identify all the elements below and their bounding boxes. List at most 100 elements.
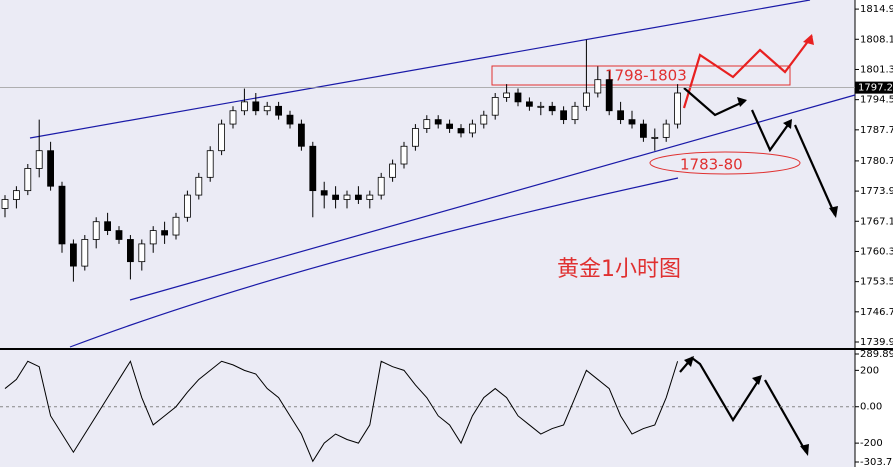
y-tick-label: 1760.30 (860, 246, 893, 257)
candle-body (297, 123, 305, 147)
y-tick-label: 1814.90 (860, 4, 893, 15)
y-tick-label: 1773.90 (860, 186, 893, 197)
candle-body (286, 114, 294, 125)
y-tick-label: 1787.70 (860, 125, 893, 136)
candle-body (411, 128, 419, 147)
bearish-path-1 (683, 87, 746, 117)
chart-title: 黄金1小时图 (557, 257, 681, 282)
osc-path-2 (764, 379, 807, 453)
candle-body (514, 92, 522, 103)
support-ellipse (649, 151, 801, 175)
candle-body (218, 123, 226, 152)
candle-body (81, 239, 89, 267)
candle-body (47, 150, 54, 187)
arrow-head (803, 34, 814, 45)
candle-body (594, 79, 602, 94)
candle-body (320, 190, 328, 196)
candle-body (206, 150, 214, 178)
candle-body (195, 176, 203, 196)
candle-body (332, 194, 340, 200)
y-tick-label: -200 (860, 438, 883, 449)
candle-body (605, 79, 613, 112)
oscillator-panel (0, 350, 855, 467)
candle-body (35, 150, 43, 169)
y-tick-label: 1746.70 (860, 307, 893, 318)
candle-body (400, 145, 408, 165)
candle-body (537, 105, 545, 108)
candle-body (662, 123, 670, 138)
candle-body (526, 101, 533, 107)
bullish-path (682, 35, 813, 109)
candle-body (548, 105, 556, 112)
candle-body (457, 128, 465, 134)
arrow-head (829, 206, 838, 218)
axis-area (855, 0, 893, 467)
candle-body (423, 119, 431, 129)
arrow-head (800, 444, 809, 456)
candle-body (617, 110, 624, 121)
candle-body (377, 176, 385, 196)
arrow-head (684, 356, 694, 367)
candle-body (674, 92, 681, 125)
y-tick-label: 1739.90 (860, 337, 893, 348)
support-label: 1783-80 (680, 156, 743, 174)
candle-body (309, 145, 317, 192)
candle-body (115, 230, 123, 240)
y-tick-label: 0.00 (860, 402, 882, 413)
candle-body (58, 185, 66, 245)
candle-body (583, 92, 590, 107)
y-tick-label: 1767.10 (860, 216, 893, 227)
forecast-arrows (679, 35, 837, 453)
bearish-path-2 (750, 109, 791, 153)
candle-body (70, 243, 77, 267)
oscillator-line (4, 360, 679, 463)
candle-body (161, 230, 169, 236)
candle-body (275, 105, 283, 116)
candle-body (389, 163, 397, 178)
candle-body (503, 92, 511, 98)
y-tick-label: 1753.50 (860, 277, 893, 288)
candle-body (263, 105, 271, 112)
candle-body (104, 221, 111, 231)
candle-body (12, 190, 20, 200)
candle-body (183, 194, 191, 218)
candle-body (92, 221, 100, 240)
candle-body (252, 101, 260, 112)
candle-body (172, 216, 180, 236)
candle-body (354, 194, 362, 200)
candle-body (651, 136, 659, 139)
y-tick-label: 289.8954 (860, 349, 893, 360)
current-price-box (855, 81, 893, 94)
candle-body (149, 230, 157, 245)
resistance-box (491, 65, 791, 86)
channel-lower (129, 94, 856, 301)
candle-body (560, 110, 567, 121)
bearish-path-3 (793, 124, 837, 216)
trend-curve (69, 177, 679, 348)
candle-body (480, 114, 488, 125)
candle-body (446, 123, 454, 129)
y-tick-label: 200 (860, 365, 879, 376)
y-tick-label: 1801.30 (860, 64, 893, 75)
candle-body (1, 199, 9, 209)
channel-upper (29, 0, 811, 139)
arrow-head (737, 97, 747, 107)
y-tick-label: 1808.10 (860, 34, 893, 45)
y-tick-label: -303.732 (860, 457, 893, 467)
candle-body (491, 97, 499, 116)
resistance-label: 1798-1803 (605, 67, 687, 85)
candle-body (240, 101, 248, 112)
candle-body (343, 194, 351, 200)
current-price-label: 1797.21 (858, 83, 893, 94)
arrow-head (752, 375, 762, 385)
candle-body (127, 239, 134, 263)
y-tick-label: 1780.70 (860, 156, 893, 167)
candle-body (571, 105, 579, 121)
candle-body (366, 194, 374, 200)
arrow-head (783, 119, 792, 129)
candle-body (468, 123, 476, 134)
candle-body (640, 123, 647, 138)
arrow-heads (684, 34, 838, 456)
y-tick-label: 1794.50 (860, 95, 893, 106)
